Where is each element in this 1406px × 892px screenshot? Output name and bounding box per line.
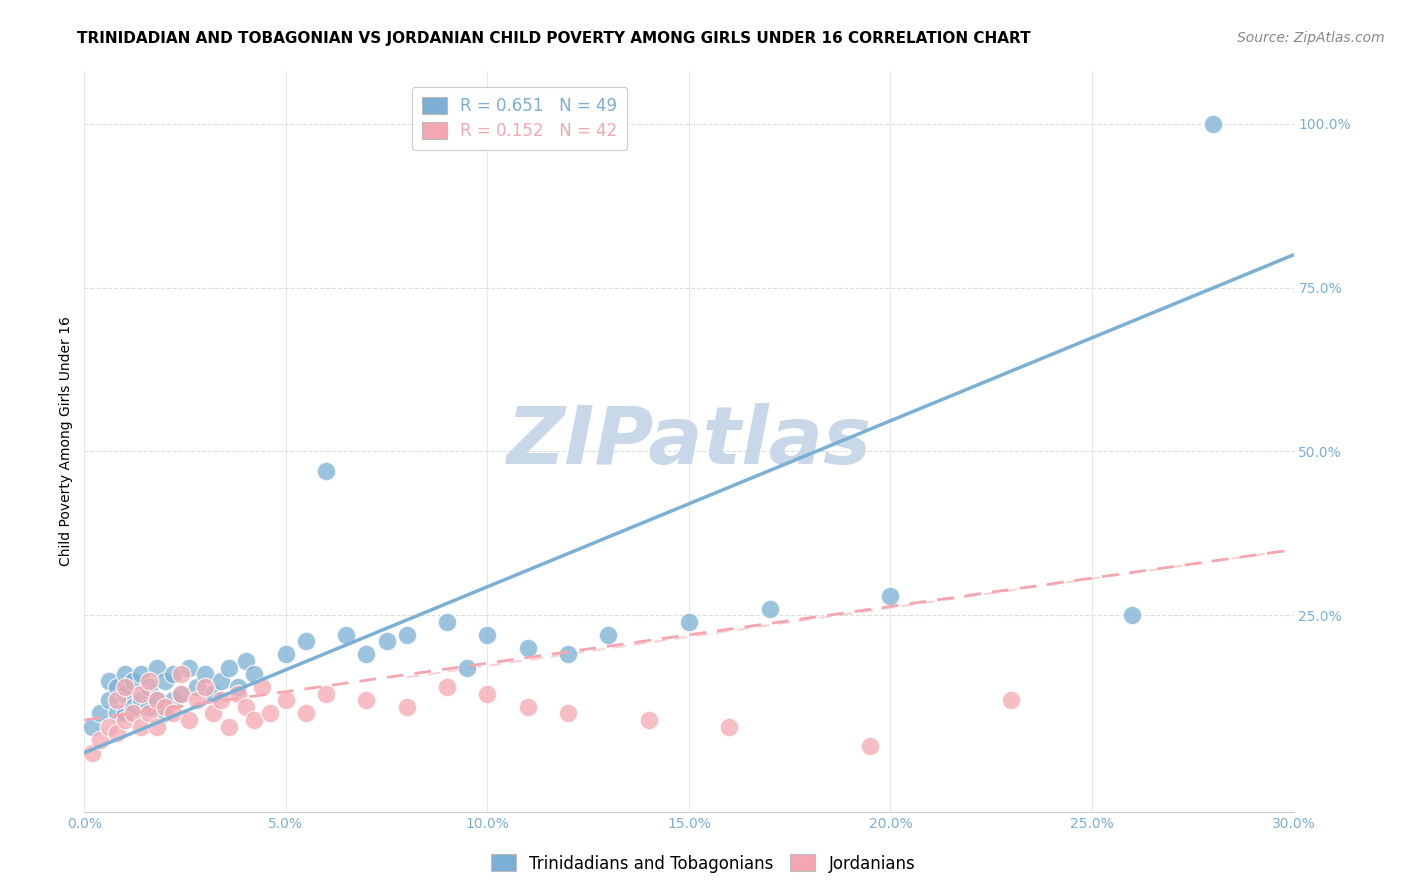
Point [557,706,579,721]
Point [153,706,176,721]
Point [456,660,478,674]
Text: Source: ZipAtlas.com: Source: ZipAtlas.com [1237,31,1385,45]
Point [718,720,741,734]
Point [226,687,249,701]
Point [138,673,160,688]
Point [274,648,297,662]
Point [356,648,378,662]
Point [121,699,143,714]
Point [186,680,208,694]
Point [114,687,136,701]
Point [194,667,217,681]
Legend: Trinidadians and Tobagonians, Jordanians: Trinidadians and Tobagonians, Jordanians [484,847,922,880]
Point [186,693,208,707]
Point [235,654,257,668]
Point [121,706,143,721]
Point [209,693,232,707]
Point [114,706,136,721]
Point [129,667,152,681]
Point [395,699,418,714]
Point [194,680,217,694]
Point [105,706,128,721]
Point [202,687,225,701]
Point [97,673,120,688]
Y-axis label: Child Poverty Among Girls Under 16: Child Poverty Among Girls Under 16 [59,317,73,566]
Point [162,706,184,721]
Point [295,706,318,721]
Point [129,687,152,701]
Point [114,713,136,727]
Point [226,680,249,694]
Legend: R = 0.651   N = 49, R = 0.152   N = 42: R = 0.651 N = 49, R = 0.152 N = 42 [412,87,627,150]
Point [218,720,240,734]
Point [557,648,579,662]
Point [436,615,458,629]
Point [105,680,128,694]
Point [250,680,273,694]
Point [138,680,160,694]
Point [114,680,136,694]
Point [477,687,499,701]
Point [105,693,128,707]
Point [335,628,357,642]
Point [121,673,143,688]
Point [209,673,232,688]
Point [97,720,120,734]
Text: TRINIDADIAN AND TOBAGONIAN VS JORDANIAN CHILD POVERTY AMONG GIRLS UNDER 16 CORRE: TRINIDADIAN AND TOBAGONIAN VS JORDANIAN … [77,31,1031,46]
Point [235,699,257,714]
Point [129,693,152,707]
Point [138,699,160,714]
Point [274,693,297,707]
Point [315,464,337,478]
Point [179,713,201,727]
Point [89,732,111,747]
Point [436,680,458,694]
Point [879,589,901,603]
Point [242,667,264,681]
Point [89,706,111,721]
Point [129,720,152,734]
Point [315,687,337,701]
Point [637,713,659,727]
Point [395,628,418,642]
Point [259,706,281,721]
Point [516,699,538,714]
Point [477,628,499,642]
Point [356,693,378,707]
Point [162,667,184,681]
Point [153,673,176,688]
Point [516,640,538,655]
Point [598,628,620,642]
Point [758,601,780,615]
Point [295,634,318,648]
Point [179,660,201,674]
Point [97,693,120,707]
Point [218,660,240,674]
Point [1000,693,1022,707]
Point [202,706,225,721]
Point [146,693,169,707]
Point [114,667,136,681]
Point [82,746,104,760]
Point [146,720,169,734]
Point [153,699,176,714]
Point [162,693,184,707]
Point [1202,117,1225,131]
Point [375,634,398,648]
Point [146,693,169,707]
Point [146,660,169,674]
Point [170,667,193,681]
Point [678,615,700,629]
Point [170,687,193,701]
Text: ZIPatlas: ZIPatlas [506,402,872,481]
Point [1121,608,1143,623]
Point [859,739,882,754]
Point [138,706,160,721]
Point [82,720,104,734]
Point [242,713,264,727]
Point [105,726,128,740]
Point [170,687,193,701]
